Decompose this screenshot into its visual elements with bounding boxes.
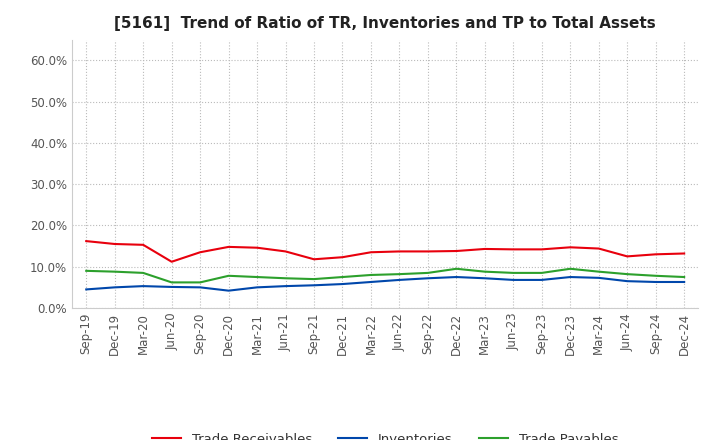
Inventories: [566, 275, 575, 280]
Inventories: [196, 285, 204, 290]
Trade Payables: [110, 269, 119, 274]
Trade Payables: [366, 272, 375, 278]
Inventories: [366, 279, 375, 285]
Trade Payables: [652, 273, 660, 279]
Inventories: [282, 283, 290, 289]
Trade Receivables: [310, 257, 318, 262]
Trade Receivables: [480, 246, 489, 252]
Trade Payables: [225, 273, 233, 279]
Trade Receivables: [196, 249, 204, 255]
Inventories: [652, 279, 660, 285]
Inventories: [623, 279, 631, 284]
Trade Payables: [167, 280, 176, 285]
Trade Receivables: [167, 259, 176, 264]
Inventories: [423, 275, 432, 281]
Trade Payables: [537, 270, 546, 275]
Trade Payables: [680, 275, 688, 280]
Trade Payables: [253, 275, 261, 280]
Trade Receivables: [537, 247, 546, 252]
Trade Receivables: [423, 249, 432, 254]
Inventories: [537, 277, 546, 282]
Trade Receivables: [282, 249, 290, 254]
Trade Receivables: [253, 245, 261, 250]
Inventories: [110, 285, 119, 290]
Trade Payables: [139, 270, 148, 275]
Trade Receivables: [566, 245, 575, 250]
Trade Payables: [566, 266, 575, 271]
Title: [5161]  Trend of Ratio of TR, Inventories and TP to Total Assets: [5161] Trend of Ratio of TR, Inventories…: [114, 16, 656, 32]
Trade Receivables: [652, 252, 660, 257]
Trade Payables: [452, 266, 461, 271]
Inventories: [139, 283, 148, 289]
Inventories: [509, 277, 518, 282]
Trade Receivables: [509, 247, 518, 252]
Trade Payables: [595, 269, 603, 274]
Trade Payables: [623, 271, 631, 277]
Trade Receivables: [139, 242, 148, 247]
Trade Payables: [338, 275, 347, 280]
Line: Trade Receivables: Trade Receivables: [86, 241, 684, 262]
Legend: Trade Receivables, Inventories, Trade Payables: Trade Receivables, Inventories, Trade Pa…: [147, 427, 624, 440]
Inventories: [167, 284, 176, 290]
Trade Payables: [282, 275, 290, 281]
Trade Receivables: [452, 248, 461, 253]
Trade Receivables: [366, 249, 375, 255]
Inventories: [338, 282, 347, 287]
Trade Payables: [82, 268, 91, 274]
Trade Payables: [509, 270, 518, 275]
Trade Receivables: [595, 246, 603, 251]
Inventories: [680, 279, 688, 285]
Inventories: [225, 288, 233, 293]
Trade Payables: [395, 271, 404, 277]
Line: Trade Payables: Trade Payables: [86, 269, 684, 282]
Inventories: [82, 287, 91, 292]
Trade Receivables: [225, 244, 233, 249]
Trade Payables: [423, 270, 432, 275]
Trade Payables: [480, 269, 489, 274]
Trade Receivables: [623, 254, 631, 259]
Inventories: [253, 285, 261, 290]
Inventories: [310, 282, 318, 288]
Inventories: [395, 277, 404, 282]
Line: Inventories: Inventories: [86, 277, 684, 291]
Inventories: [480, 275, 489, 281]
Trade Receivables: [338, 255, 347, 260]
Trade Receivables: [110, 242, 119, 247]
Inventories: [595, 275, 603, 280]
Trade Payables: [196, 280, 204, 285]
Trade Payables: [310, 276, 318, 282]
Trade Receivables: [680, 251, 688, 256]
Trade Receivables: [82, 238, 91, 244]
Trade Receivables: [395, 249, 404, 254]
Inventories: [452, 275, 461, 280]
